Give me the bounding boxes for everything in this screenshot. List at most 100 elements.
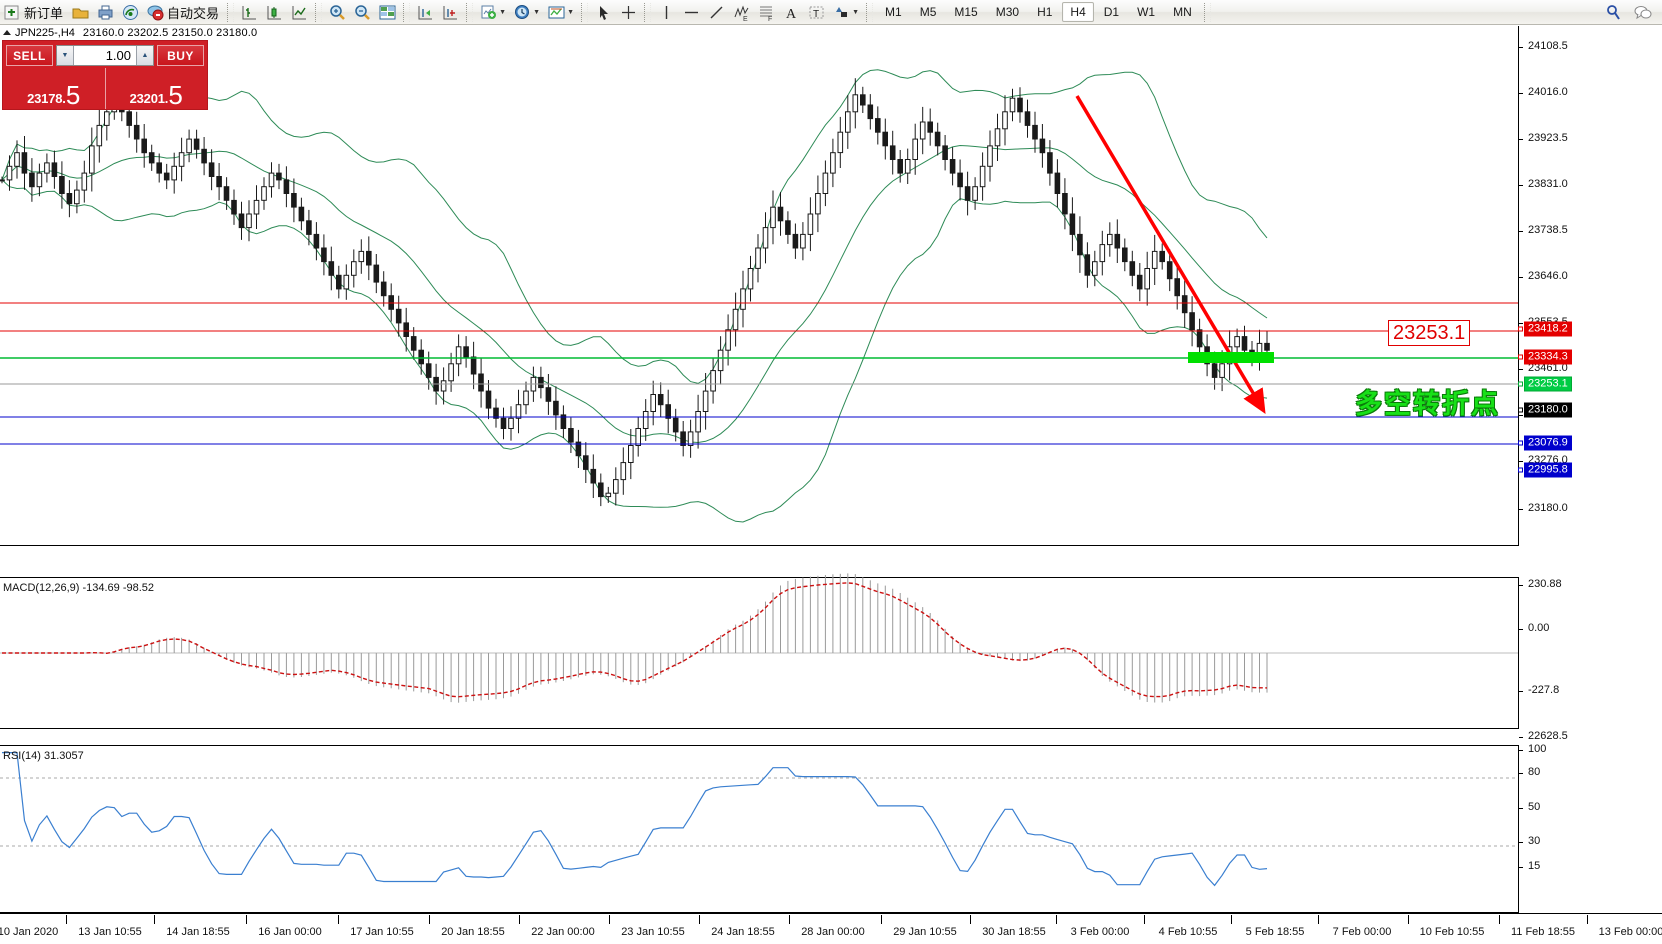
autotrading-icon	[146, 3, 165, 22]
timeframe-h4[interactable]: H4	[1062, 2, 1094, 22]
time-label: 22 Jan 00:00	[531, 926, 595, 938]
signal-button[interactable]	[118, 1, 143, 24]
price-tag-23076-9[interactable]: 23076.9	[1518, 435, 1572, 451]
autotrading-button[interactable]: 自动交易	[143, 1, 224, 24]
zoom-in-button[interactable]	[325, 1, 350, 24]
price-tag-label: 23253.1	[1528, 377, 1568, 390]
timeframe-m15[interactable]: M15	[954, 5, 978, 19]
time-separator	[246, 915, 247, 924]
price-tag-23418-2[interactable]: 23418.2	[1518, 321, 1572, 337]
price-tag-handle[interactable]	[1518, 381, 1523, 386]
templates-caret-icon[interactable]: ▼	[567, 8, 574, 16]
bar-chart-button[interactable]	[237, 1, 262, 24]
line-chart-button[interactable]	[287, 1, 312, 24]
zoom-out-button[interactable]	[350, 1, 375, 24]
price-tag-handle[interactable]	[1518, 326, 1523, 331]
buy-price-frac: 5	[168, 80, 183, 110]
main-toolbar[interactable]: 新订单 自动交易	[0, 0, 1662, 25]
price-scale-macd[interactable]: 230.88 0.00 -227.8	[1518, 577, 1662, 729]
new-order-icon	[3, 3, 22, 22]
main-chart-svg	[0, 69, 1518, 523]
macd-pane[interactable]: MACD(12,26,9) -134.69 -98.52	[0, 573, 1518, 729]
buy-button[interactable]: BUY	[157, 45, 204, 66]
shift-end-button[interactable]	[413, 1, 438, 24]
time-separator	[1231, 915, 1232, 924]
price-tag-23334-3[interactable]: 23334.3	[1518, 349, 1572, 365]
crosshair-button[interactable]	[616, 1, 641, 24]
fibonacci-button[interactable]: F	[754, 1, 779, 24]
time-scale[interactable]: 10 Jan 2020 13 Jan 10:55 14 Jan 18:55 16 Ja…	[0, 913, 1662, 944]
time-separator	[519, 915, 520, 924]
rsi-pane[interactable]: RSI(14) 31.3057	[0, 745, 1518, 913]
text-button[interactable]: A	[779, 1, 804, 24]
price-tag-label: 23076.9	[1528, 436, 1568, 449]
period-caret-icon[interactable]: ▼	[533, 8, 540, 16]
time-separator	[154, 915, 155, 924]
price-tag-handle[interactable]	[1518, 407, 1523, 412]
lot-decrease-icon[interactable]: ▼	[57, 46, 74, 65]
hline-icon	[682, 3, 701, 22]
lot-size-stepper[interactable]: ▼ 1.00 ▲	[56, 45, 154, 66]
grid-button[interactable]	[375, 1, 400, 24]
timeframe-m5[interactable]: M5	[919, 5, 937, 19]
timeframe-h1[interactable]: H1	[1037, 5, 1053, 19]
lot-size-value[interactable]: 1.00	[105, 48, 131, 63]
period-button[interactable]: ▼	[510, 1, 544, 24]
lot-increase-icon[interactable]: ▲	[136, 46, 153, 65]
label-button[interactable]: T	[804, 1, 829, 24]
elliott-icon: E	[732, 3, 751, 23]
price-scale-main[interactable]: 24108.5 24016.0 23923.5 23831.0 23738.5 23646…	[1518, 26, 1662, 742]
shapes-caret-icon[interactable]: ▼	[852, 8, 859, 16]
one-click-trading-panel[interactable]: SELL ▼ 1.00 ▲ BUY 23178. 5 23201. 5	[2, 40, 208, 110]
collapse-triangle-icon[interactable]	[3, 30, 11, 35]
new-order-button[interactable]: 新订单	[0, 1, 68, 24]
candlestick-chart-button[interactable]	[262, 1, 287, 24]
time-separator	[1056, 915, 1057, 924]
sell-price[interactable]: 23178. 5	[3, 68, 106, 109]
bar-chart-icon	[240, 3, 259, 22]
folder-button[interactable]	[68, 1, 93, 24]
price-tag-label: 23418.2	[1528, 322, 1568, 335]
timeframe-m30[interactable]: M30	[995, 5, 1020, 19]
price-tag-handle[interactable]	[1518, 354, 1523, 359]
add-indicator-button[interactable]: ▼	[476, 1, 510, 24]
buy-price[interactable]: 23201. 5	[129, 80, 183, 110]
price-tag-label: 22995.8	[1528, 463, 1568, 476]
toolbar-separator-5	[581, 2, 589, 22]
auto-scroll-button[interactable]	[438, 1, 463, 24]
price-tag-handle[interactable]	[1518, 467, 1523, 472]
price-tag-22995-8[interactable]: 22995.8	[1518, 462, 1572, 478]
elliott-wave-button[interactable]: E	[729, 1, 754, 24]
chat-icon[interactable]	[1633, 3, 1652, 22]
sell-button[interactable]: SELL	[6, 45, 53, 66]
price-tag-handle[interactable]	[1518, 440, 1523, 445]
timeframe-d1[interactable]: D1	[1103, 5, 1120, 19]
price-tag-23253-1[interactable]: 23253.1	[1518, 376, 1572, 392]
svg-text:A: A	[786, 7, 797, 22]
buy-price-int: 23201	[129, 91, 165, 106]
search-icon[interactable]	[1604, 3, 1623, 22]
timeframe-w1[interactable]: W1	[1137, 5, 1156, 19]
vline-button[interactable]	[654, 1, 679, 24]
shapes-button[interactable]: ▼	[829, 1, 863, 24]
time-label: 10 Feb 10:55	[1419, 926, 1485, 938]
time-separator	[881, 915, 882, 924]
time-separator	[429, 915, 430, 924]
timeframe-mn[interactable]: MN	[1173, 5, 1192, 19]
add-indicator-caret-icon[interactable]: ▼	[499, 8, 506, 16]
price-tag-23180-0[interactable]: 23180.0	[1518, 402, 1572, 418]
trendline-button[interactable]	[704, 1, 729, 24]
hline-button[interactable]	[679, 1, 704, 24]
time-label: 11 Feb 18:55	[1510, 926, 1576, 938]
print-button[interactable]	[93, 1, 118, 24]
templates-button[interactable]: ▼	[544, 1, 578, 24]
cursor-button[interactable]	[591, 1, 616, 24]
main-chart-pane[interactable]	[0, 26, 1518, 546]
price-scale-rsi[interactable]: 100 80 50 30 15	[1518, 743, 1662, 913]
time-separator	[1144, 915, 1145, 924]
timeframe-m1[interactable]: M1	[885, 5, 902, 19]
trendline-icon	[707, 3, 726, 22]
toolbar-separator-6	[644, 2, 652, 22]
new-order-label: 新订单	[24, 5, 64, 21]
sell-price-frac: 5	[65, 80, 81, 110]
